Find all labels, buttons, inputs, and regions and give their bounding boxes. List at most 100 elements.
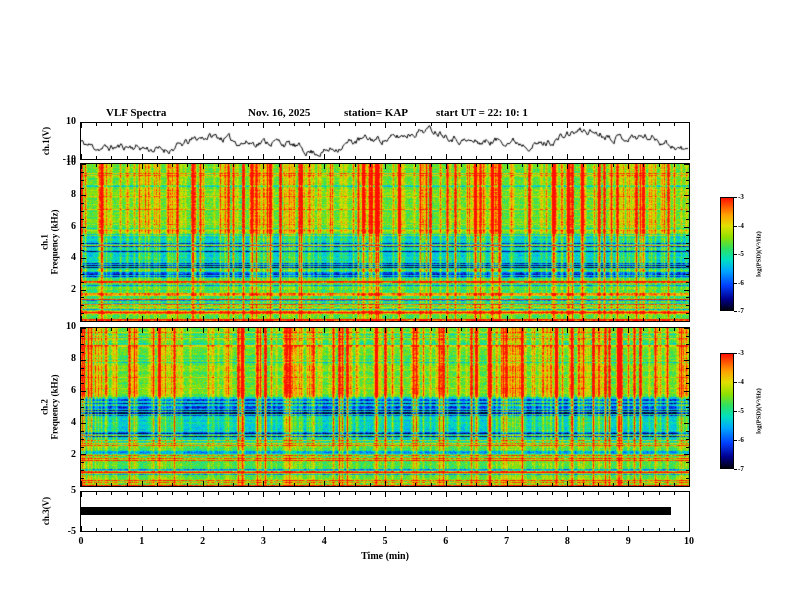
- x-tick-mark: [583, 164, 584, 167]
- y-tick-mark: [686, 250, 689, 251]
- x-tick-mark: [233, 123, 234, 126]
- y-tick-mark: [81, 407, 84, 408]
- colorbar-tick-mark: [734, 469, 737, 470]
- ch2-spectrogram-canvas: [81, 328, 689, 486]
- y-tick-mark: [81, 375, 84, 376]
- x-tick-mark: [491, 483, 492, 486]
- x-tick-mark: [628, 481, 629, 486]
- x-tick-mark: [431, 328, 432, 331]
- x-tick-mark: [400, 328, 401, 331]
- colorbar-tick-mark: [734, 353, 737, 354]
- x-tick-mark: [324, 123, 325, 128]
- y-tick-mark: [684, 258, 689, 259]
- x-tick-mark: [142, 328, 143, 333]
- x-tick-mark: [628, 123, 629, 128]
- x-tick-mark: [567, 154, 568, 159]
- x-tick-mark: [674, 123, 675, 126]
- x-tick-mark: [400, 483, 401, 486]
- y-tick-mark: [686, 431, 689, 432]
- x-tick-mark: [628, 316, 629, 321]
- x-tick-mark: [598, 492, 599, 495]
- y-tick-mark: [81, 313, 84, 314]
- x-tick-mark: [187, 156, 188, 159]
- x-tick-mark: [552, 164, 553, 167]
- x-tick-mark: [385, 164, 386, 169]
- x-tick-mark: [294, 123, 295, 126]
- x-tick-mark: [400, 164, 401, 167]
- date-label: Nov. 16, 2025: [248, 107, 311, 119]
- x-tick-mark: [522, 528, 523, 531]
- y-tick-mark: [81, 454, 86, 455]
- x-tick-mark: [96, 328, 97, 331]
- x-tick-mark: [263, 154, 264, 159]
- y-tick-mark: [81, 478, 84, 479]
- y-tick-mark: [81, 203, 84, 204]
- x-tick-mark: [172, 328, 173, 331]
- x-tick-mark: [309, 492, 310, 495]
- y-tick-label: 10: [66, 321, 76, 332]
- y-tick-mark: [686, 172, 689, 173]
- y-tick-mark: [686, 407, 689, 408]
- x-tick-mark: [643, 156, 644, 159]
- x-tick-mark: [157, 328, 158, 331]
- y-tick-mark: [81, 399, 84, 400]
- x-tick-mark: [613, 318, 614, 321]
- x-tick-mark: [507, 328, 508, 333]
- x-tick-mark: [567, 316, 568, 321]
- x-tick-mark: [355, 483, 356, 486]
- y-tick-mark: [81, 211, 84, 212]
- y-tick-mark: [81, 297, 84, 298]
- x-tick-label: 1: [139, 536, 145, 547]
- x-tick-mark: [111, 156, 112, 159]
- x-tick-mark: [81, 492, 82, 497]
- x-tick-mark: [476, 164, 477, 167]
- x-tick-mark: [81, 526, 82, 531]
- colorbar-tick-mark: [734, 282, 737, 284]
- x-tick-mark: [431, 318, 432, 321]
- x-tick-mark: [355, 528, 356, 531]
- x-tick-mark: [142, 123, 143, 128]
- x-tick-mark: [537, 492, 538, 495]
- ch3-voltage-axis-label: ch.3(V): [40, 496, 51, 526]
- x-tick-mark: [187, 123, 188, 126]
- x-tick-mark: [537, 123, 538, 126]
- x-tick-mark: [263, 123, 264, 128]
- y-tick-mark: [684, 360, 689, 361]
- y-tick-mark: [686, 297, 689, 298]
- x-tick-mark: [537, 328, 538, 331]
- x-tick-mark: [385, 328, 386, 333]
- x-tick-mark: [339, 123, 340, 126]
- y-tick-mark: [81, 486, 86, 487]
- ch2-spectrogram-panel: [80, 327, 690, 487]
- x-tick-mark: [552, 483, 553, 486]
- x-tick-mark: [567, 492, 568, 497]
- x-tick-mark: [96, 483, 97, 486]
- x-tick-mark: [491, 528, 492, 531]
- x-tick-mark: [567, 123, 568, 128]
- x-tick-mark: [309, 123, 310, 126]
- x-tick-mark: [203, 526, 204, 531]
- y-tick-mark: [81, 391, 86, 392]
- x-tick-mark: [522, 492, 523, 495]
- x-tick-mark: [476, 528, 477, 531]
- x-tick-mark: [279, 318, 280, 321]
- x-tick-mark: [279, 528, 280, 531]
- x-tick-mark: [613, 123, 614, 126]
- y-tick-mark: [81, 321, 86, 322]
- x-tick-mark: [598, 123, 599, 126]
- x-tick-mark: [355, 164, 356, 167]
- x-tick-mark: [294, 164, 295, 167]
- x-tick-mark: [552, 492, 553, 495]
- y-tick-mark: [81, 227, 86, 228]
- start-ut-label: start UT = 22: 10: 1: [436, 107, 528, 119]
- x-tick-mark: [355, 492, 356, 495]
- x-tick-mark: [324, 481, 325, 486]
- x-tick-mark: [370, 318, 371, 321]
- x-tick-mark: [248, 492, 249, 495]
- x-tick-mark: [172, 492, 173, 495]
- x-tick-mark: [309, 528, 310, 531]
- x-tick-label: 10: [684, 536, 694, 547]
- x-tick-mark: [355, 156, 356, 159]
- x-tick-mark: [172, 123, 173, 126]
- y-tick-label: -5: [67, 526, 76, 537]
